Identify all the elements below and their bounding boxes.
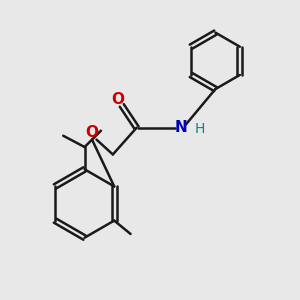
Text: O: O — [85, 125, 98, 140]
Text: H: H — [194, 122, 205, 136]
Text: O: O — [111, 92, 124, 107]
Text: N: N — [175, 120, 188, 135]
